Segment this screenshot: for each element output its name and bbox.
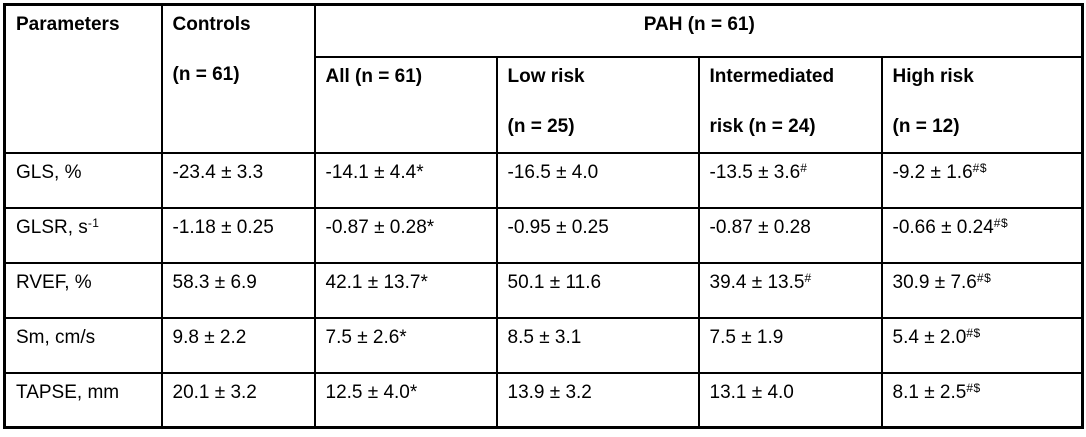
row-gls-intermediated-risk: -13.5 ± 3.6# bbox=[697, 151, 883, 209]
header-controls-line1: Controls bbox=[172, 14, 251, 35]
param-superscript: -1 bbox=[87, 215, 100, 230]
row-tapse-high-risk: 8.1 ± 2.5#$ bbox=[880, 371, 1084, 429]
row-glsr-low-risk: -0.95 ± 0.25 bbox=[495, 206, 700, 264]
header-pah-label: PAH (n = 61) bbox=[643, 14, 755, 35]
row-tapse-controls: 20.1 ± 3.2 bbox=[160, 371, 316, 429]
significance-marker: #$ bbox=[966, 380, 981, 395]
header-intermediated-risk-line1: Intermediated bbox=[709, 65, 835, 87]
row-sm-controls: 9.8 ± 2.2 bbox=[160, 316, 316, 374]
row-tapse-intermediated-risk: 13.1 ± 4.0 bbox=[697, 371, 883, 429]
row-glsr-controls: -1.18 ± 0.25 bbox=[160, 206, 316, 264]
significance-marker: #$ bbox=[993, 215, 1009, 230]
row-rvef-intermediated-risk: 39.4 ± 13.5# bbox=[697, 261, 883, 319]
table-row-sm: Sm, cm/s 9.8 ± 2.2 7.5 ± 2.6* 8.5 ± 3.1 … bbox=[3, 316, 1084, 374]
row-rvef-controls: 58.3 ± 6.9 bbox=[160, 261, 316, 319]
row-tapse-param: TAPSE, mm bbox=[3, 371, 163, 429]
header-low-risk-line2: (n = 25) bbox=[507, 115, 575, 137]
table-row-glsr: GLSR, s-1 -1.18 ± 0.25 -0.87 ± 0.28* -0.… bbox=[3, 206, 1084, 264]
row-gls-low-risk: -16.5 ± 4.0 bbox=[495, 151, 700, 209]
row-sm-intermediated-risk: 7.5 ± 1.9 bbox=[697, 316, 883, 374]
significance-marker: # bbox=[800, 160, 808, 175]
significance-marker: #$ bbox=[976, 270, 992, 285]
header-high-risk: High risk (n = 12) bbox=[880, 55, 1084, 154]
row-rvef-param: RVEF, % bbox=[3, 261, 163, 319]
row-glsr-intermediated-risk: -0.87 ± 0.28 bbox=[697, 206, 883, 264]
row-gls-high-risk: -9.2 ± 1.6#$ bbox=[880, 151, 1084, 209]
header-low-risk: Low risk (n = 25) bbox=[495, 55, 700, 154]
row-tapse-low-risk: 13.9 ± 3.2 bbox=[495, 371, 700, 429]
row-sm-high-risk: 5.4 ± 2.0#$ bbox=[880, 316, 1084, 374]
header-all-line1: All (n = 61) bbox=[325, 65, 423, 87]
header-pah-group: PAH (n = 61) bbox=[313, 3, 1084, 58]
row-rvef-low-risk: 50.1 ± 11.6 bbox=[495, 261, 700, 319]
parameters-table: Parameters Controls (n = 61) PAH (n = 61… bbox=[3, 3, 1085, 429]
header-intermediated-risk: Intermediated risk (n = 24) bbox=[697, 55, 883, 154]
header-high-risk-line2: (n = 12) bbox=[892, 115, 960, 137]
row-rvef-all: 42.1 ± 13.7* bbox=[313, 261, 498, 319]
header-parameters: Parameters bbox=[3, 3, 163, 154]
row-sm-all: 7.5 ± 2.6* bbox=[313, 316, 498, 374]
header-all: All (n = 61) bbox=[313, 55, 498, 154]
header-low-risk-line1: Low risk bbox=[507, 65, 585, 87]
table-row-gls: GLS, % -23.4 ± 3.3 -14.1 ± 4.4* -16.5 ± … bbox=[3, 151, 1084, 209]
row-glsr-high-risk: -0.66 ± 0.24#$ bbox=[880, 206, 1084, 264]
significance-marker: #$ bbox=[972, 160, 987, 175]
header-intermediated-risk-line2: risk (n = 24) bbox=[709, 115, 816, 137]
row-gls-all: -14.1 ± 4.4* bbox=[313, 151, 498, 209]
header-controls-line2: (n = 61) bbox=[172, 64, 240, 85]
row-glsr-all: -0.87 ± 0.28* bbox=[313, 206, 498, 264]
significance-marker: #$ bbox=[966, 325, 981, 340]
row-gls-controls: -23.4 ± 3.3 bbox=[160, 151, 316, 209]
header-high-risk-line1: High risk bbox=[892, 65, 974, 87]
row-sm-low-risk: 8.5 ± 3.1 bbox=[495, 316, 700, 374]
table-row-tapse: TAPSE, mm 20.1 ± 3.2 12.5 ± 4.0* 13.9 ± … bbox=[3, 371, 1084, 429]
header-controls: Controls (n = 61) bbox=[160, 3, 316, 154]
significance-marker: # bbox=[804, 270, 812, 285]
table-row-rvef: RVEF, % 58.3 ± 6.9 42.1 ± 13.7* 50.1 ± 1… bbox=[3, 261, 1084, 319]
row-tapse-all: 12.5 ± 4.0* bbox=[313, 371, 498, 429]
row-rvef-high-risk: 30.9 ± 7.6#$ bbox=[880, 261, 1084, 319]
row-gls-param: GLS, % bbox=[3, 151, 163, 209]
row-sm-param: Sm, cm/s bbox=[3, 316, 163, 374]
row-glsr-param: GLSR, s-1 bbox=[3, 206, 163, 264]
header-parameters-label: Parameters bbox=[16, 14, 120, 35]
